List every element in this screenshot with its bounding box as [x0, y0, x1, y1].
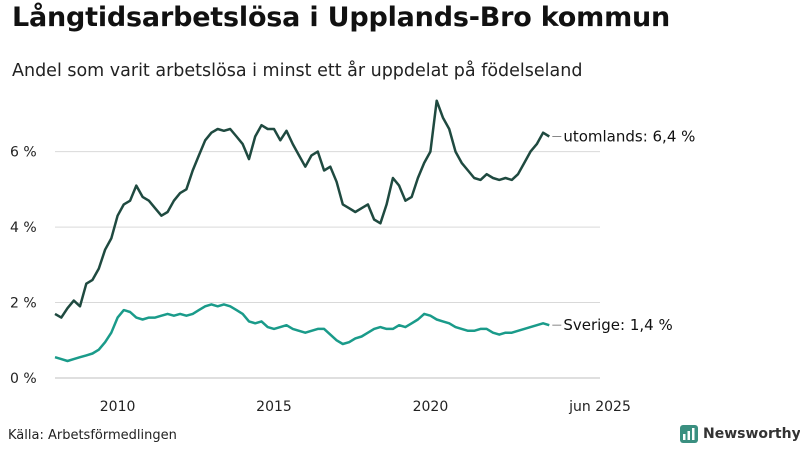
- x-tick-label: 2015: [256, 399, 292, 415]
- newsworthy-logo-text: Newsworthy: [703, 426, 800, 442]
- y-tick-label: 4 %: [10, 220, 37, 236]
- series-end-label: Sverige: 1,4 %: [563, 316, 672, 334]
- series-line-utomlands: [54, 99, 550, 319]
- chart-subtitle: Andel som varit arbetslösa i minst ett å…: [12, 61, 583, 81]
- y-gridlines: [55, 151, 600, 379]
- x-tick-labels: 2010 2015 2020 jun 2025: [100, 399, 631, 415]
- source-note: Källa: Arbetsförmedlingen: [8, 428, 177, 443]
- x-tick-label: jun 2025: [568, 399, 631, 415]
- series-end-label: utomlands: 6,4 %: [563, 128, 695, 146]
- x-tick-label: 2010: [100, 399, 136, 415]
- y-tick-label: 2 %: [10, 296, 37, 312]
- newsworthy-logo: Newsworthy: [680, 425, 800, 443]
- series-line-sverige: [54, 303, 550, 363]
- y-tick-label: 6 %: [10, 145, 37, 161]
- y-tick-label: 0 %: [10, 371, 37, 387]
- end-labels: utomlands: 6,4 % Sverige: 1,4 %: [552, 128, 695, 334]
- chart-title: Långtidsarbetslösa i Upplands-Bro kommun: [12, 2, 671, 33]
- y-tick-labels: 0 % 2 % 4 % 6 %: [10, 145, 37, 387]
- x-tick-label: 2020: [413, 399, 449, 415]
- newsworthy-logo-icon: [680, 425, 698, 443]
- series-lines: [54, 99, 550, 363]
